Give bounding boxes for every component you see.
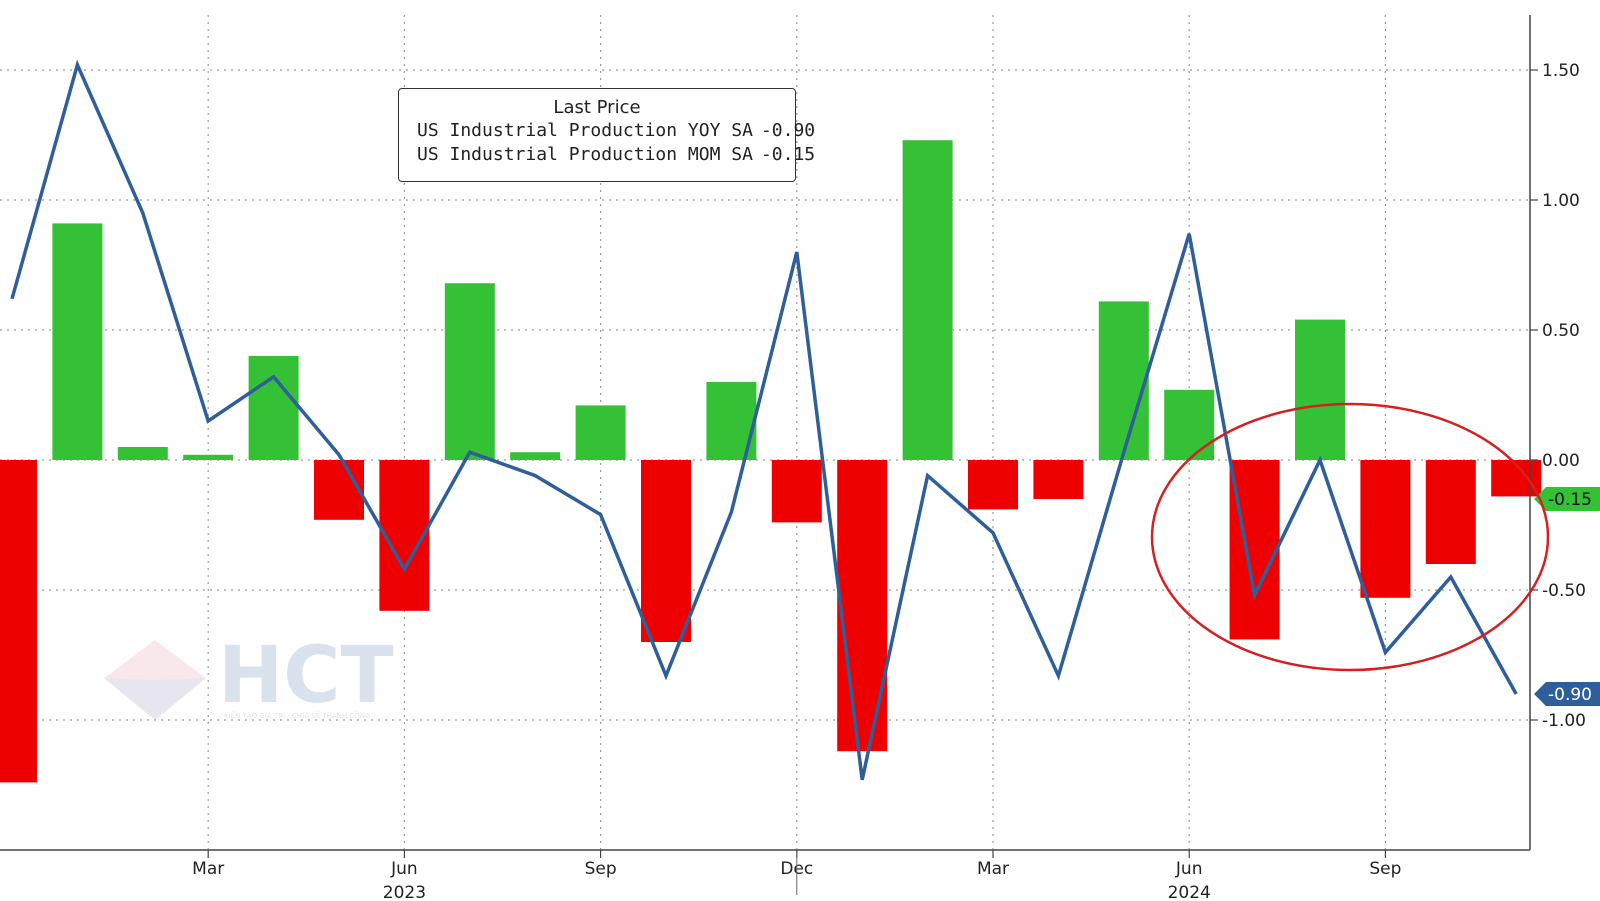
mom-bar bbox=[1295, 319, 1345, 460]
mom-bar bbox=[1360, 460, 1411, 598]
y-tick-label: 0.00 bbox=[1542, 451, 1580, 471]
y-tick-label: 1.50 bbox=[1542, 61, 1580, 81]
mom-bar bbox=[902, 140, 953, 460]
legend-value-yoy: -0.90 bbox=[760, 119, 816, 141]
yoy-last-value-flag bbox=[1534, 682, 1600, 706]
y-tick-label: -1.00 bbox=[1542, 711, 1586, 731]
x-tick-label: Mar bbox=[192, 859, 224, 879]
legend-item-mom: US Industrial Production MOM SA -0.15 bbox=[399, 142, 815, 166]
mom-bar bbox=[52, 223, 103, 460]
x-year-label: 2024 bbox=[1168, 883, 1211, 901]
x-tick-label: Jun bbox=[1175, 859, 1203, 879]
mom-bar bbox=[641, 460, 691, 642]
y-tick-label: 0.50 bbox=[1542, 321, 1580, 341]
mom-bar bbox=[771, 460, 822, 523]
mom-bar bbox=[314, 460, 364, 520]
x-tick-label: Sep bbox=[585, 859, 617, 879]
yoy-line bbox=[10, 59, 1518, 781]
mom-bar bbox=[510, 452, 561, 460]
legend-title: Last Price bbox=[553, 97, 641, 118]
x-year-label: 2023 bbox=[383, 883, 426, 901]
legend-value-mom: -0.15 bbox=[760, 143, 816, 165]
mom-last-value-flag-label: -0.15 bbox=[1548, 490, 1592, 510]
legend-label-yoy: US Industrial Production YOY SA bbox=[417, 119, 753, 141]
line-series bbox=[10, 59, 1518, 781]
mom-bar bbox=[1229, 460, 1280, 640]
mom-bar bbox=[183, 454, 234, 460]
mom-bar bbox=[575, 405, 626, 460]
mom-bar bbox=[444, 283, 495, 460]
x-tick-label: Mar bbox=[977, 859, 1009, 879]
mom-bar bbox=[1164, 389, 1215, 460]
legend: Last Price US Industrial Production YOY … bbox=[398, 88, 815, 182]
legend-item-yoy: US Industrial Production YOY SA -0.90 bbox=[399, 118, 815, 142]
watermark-text: HCT bbox=[218, 640, 394, 721]
mom-bar bbox=[117, 447, 168, 460]
mom-bar bbox=[0, 460, 37, 783]
mom-bar bbox=[837, 460, 888, 752]
mom-bar bbox=[1425, 460, 1476, 564]
x-tick-label: Jun bbox=[390, 859, 418, 879]
legend-label-mom: US Industrial Production MOM SA bbox=[417, 143, 753, 165]
mom-bar bbox=[379, 460, 430, 611]
mom-bar bbox=[1098, 301, 1149, 460]
mom-bar bbox=[1033, 460, 1084, 499]
watermark-logo: HCT KIẾN TẠO GIÁ TRỊ - CHIA SẺ THÀNH CÔN… bbox=[100, 631, 400, 734]
x-tick-label: Sep bbox=[1369, 859, 1401, 879]
mom-bar bbox=[968, 460, 1018, 510]
mom-bar bbox=[248, 356, 299, 460]
yoy-last-value-flag-label: -0.90 bbox=[1548, 685, 1592, 705]
y-tick-label: 1.00 bbox=[1542, 191, 1580, 211]
mom-last-value-flag bbox=[1534, 487, 1600, 511]
y-tick-label: -0.50 bbox=[1542, 581, 1586, 601]
highlight-ellipse bbox=[1150, 402, 1550, 672]
watermark-tagline: KIẾN TẠO GIÁ TRỊ - CHIA SẺ THÀNH CÔNG bbox=[224, 710, 370, 720]
bar-series bbox=[0, 140, 1542, 783]
